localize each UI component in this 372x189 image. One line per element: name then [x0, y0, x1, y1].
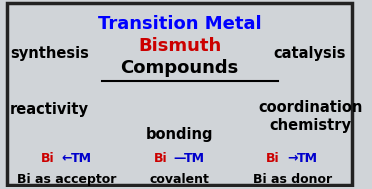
Text: Bi: Bi [41, 152, 54, 165]
Text: Transition Metal: Transition Metal [98, 15, 262, 33]
Text: bonding: bonding [146, 127, 214, 143]
Text: TM: TM [297, 152, 318, 165]
Text: Bi: Bi [266, 152, 280, 165]
Text: Bismuth: Bismuth [138, 37, 221, 55]
Text: TM: TM [71, 152, 92, 165]
Text: covalent: covalent [150, 173, 209, 186]
Text: TM: TM [184, 152, 205, 165]
Text: Bi: Bi [154, 152, 167, 165]
Text: Bi as donor: Bi as donor [253, 173, 332, 186]
Text: —: — [173, 152, 186, 165]
Text: →: → [287, 152, 298, 165]
Text: coordination
chemistry: coordination chemistry [258, 100, 362, 133]
Text: Bi as acceptor: Bi as acceptor [17, 173, 116, 186]
Text: ←: ← [62, 152, 72, 165]
FancyBboxPatch shape [7, 3, 352, 185]
Text: catalysis: catalysis [274, 46, 346, 61]
Text: synthesis: synthesis [10, 46, 89, 61]
Text: reactivity: reactivity [10, 101, 89, 116]
Text: Compounds: Compounds [121, 59, 239, 77]
